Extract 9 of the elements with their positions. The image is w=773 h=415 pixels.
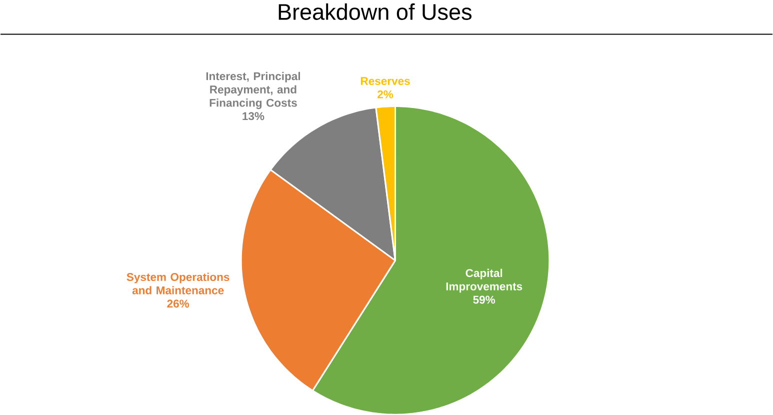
data-label: 13% xyxy=(242,112,264,120)
slice-label: Reserves xyxy=(360,76,410,85)
slice-label: Interest, Principal Repayment, and Financing Costs xyxy=(206,72,300,109)
slice-label: Capital Improvements xyxy=(446,268,522,292)
chart-title: Breakdown of Uses xyxy=(278,3,472,20)
slice-label: System Operations and Maintenance xyxy=(126,272,230,294)
data-label: 59% xyxy=(473,296,496,304)
data-label: 26% xyxy=(167,299,190,308)
data-label: 2% xyxy=(378,90,394,98)
